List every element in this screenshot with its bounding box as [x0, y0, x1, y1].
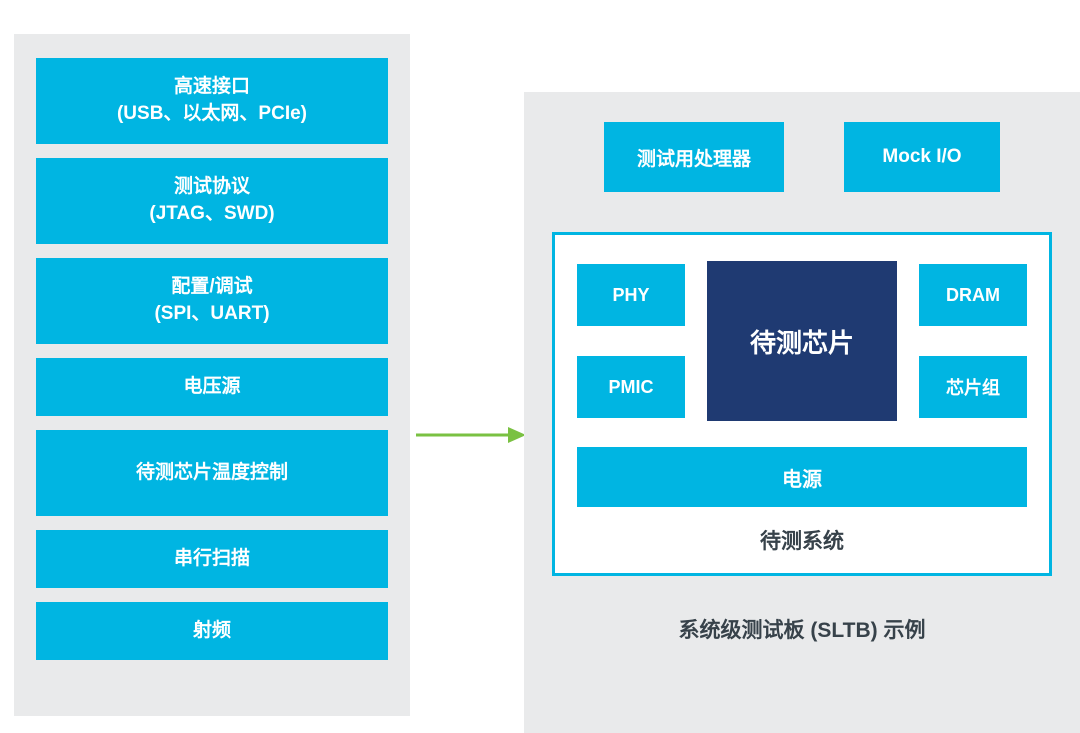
block-mock-io: Mock I/O: [844, 122, 1000, 192]
left-block-highspeed: 高速接口 (USB、以太网、PCIe): [36, 58, 388, 144]
left-block-voltage: 电压源: [36, 358, 388, 416]
text: 串行扫描: [174, 546, 250, 573]
left-block-serialscan: 串行扫描: [36, 530, 388, 588]
text: PMIC: [609, 377, 654, 398]
block-pmic: PMIC: [577, 356, 685, 418]
block-dram: DRAM: [919, 264, 1027, 326]
text: 电源: [782, 463, 822, 492]
left-panel: 高速接口 (USB、以太网、PCIe) 测试协议 (JTAG、SWD) 配置/调…: [14, 34, 410, 716]
top-row: 测试用处理器 Mock I/O: [552, 122, 1052, 192]
text: (USB、以太网、PCIe): [117, 101, 307, 128]
inner-label: 待测系统: [577, 525, 1027, 555]
arrow-icon: [416, 420, 526, 450]
text: 芯片组: [946, 374, 1000, 400]
left-side-col: PHY PMIC: [577, 264, 685, 418]
right-panel: 测试用处理器 Mock I/O PHY PMIC 待测芯片 DRAM: [524, 92, 1080, 733]
chip-row: PHY PMIC 待测芯片 DRAM 芯片组: [577, 261, 1027, 421]
text: (SPI、UART): [154, 301, 269, 328]
left-block-rf: 射频: [36, 602, 388, 660]
left-block-testprotocol: 测试协议 (JTAG、SWD): [36, 158, 388, 244]
block-test-processor: 测试用处理器: [604, 122, 784, 192]
text: (JTAG、SWD): [149, 201, 274, 228]
text: 射频: [193, 618, 231, 645]
text: DRAM: [946, 285, 1000, 306]
text: 高速接口: [174, 74, 250, 101]
outer-label: 系统级测试板 (SLTB) 示例: [552, 614, 1052, 644]
block-chipset: 芯片组: [919, 356, 1027, 418]
text: 测试协议: [174, 174, 250, 201]
block-dut-chip: 待测芯片: [707, 261, 897, 421]
text: 待测芯片温度控制: [136, 460, 288, 487]
text: 待测芯片: [750, 323, 854, 360]
text: Mock I/O: [882, 146, 961, 168]
block-power: 电源: [577, 447, 1027, 507]
text: PHY: [612, 285, 649, 306]
inner-panel: PHY PMIC 待测芯片 DRAM 芯片组 电源 待测系统: [552, 232, 1052, 576]
text: 测试用处理器: [637, 144, 751, 171]
text: 配置/调试: [171, 274, 252, 301]
block-phy: PHY: [577, 264, 685, 326]
right-side-col: DRAM 芯片组: [919, 264, 1027, 418]
left-block-tempcontrol: 待测芯片温度控制: [36, 430, 388, 516]
text: 电压源: [183, 374, 240, 401]
left-block-configdebug: 配置/调试 (SPI、UART): [36, 258, 388, 344]
